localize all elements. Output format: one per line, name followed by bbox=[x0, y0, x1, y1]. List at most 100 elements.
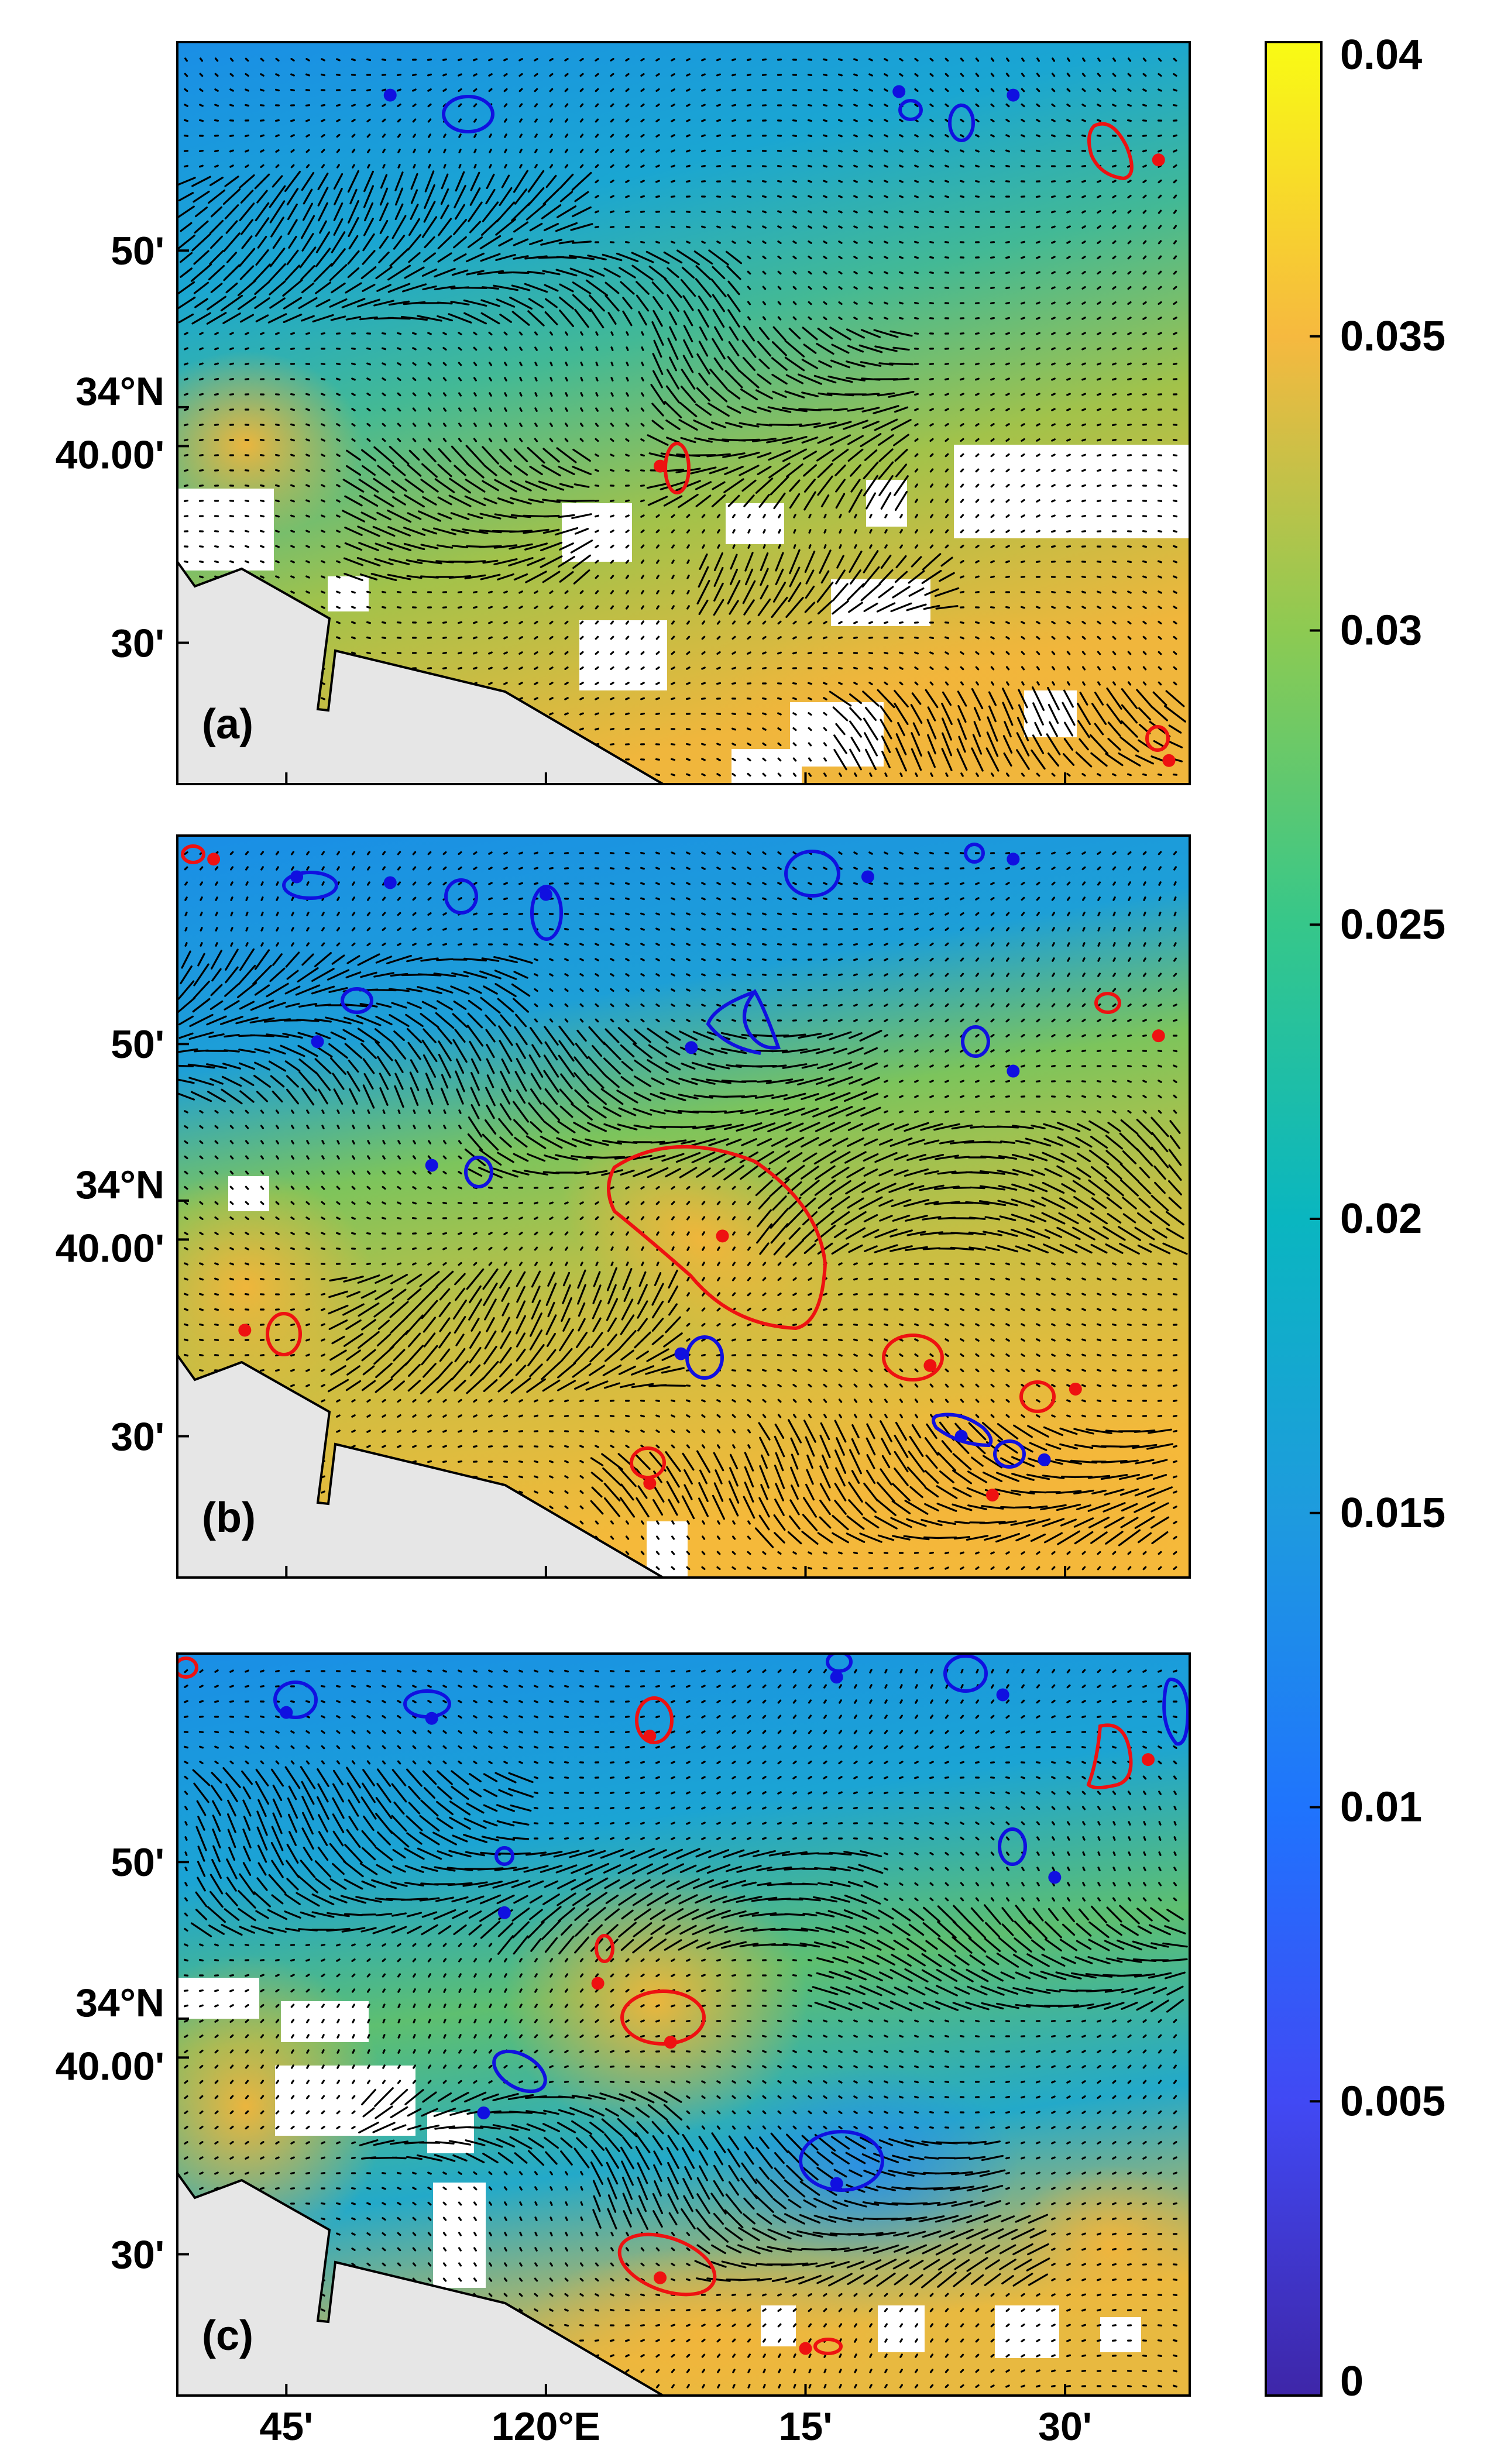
colorbar-tick-label: 0.035 bbox=[1340, 313, 1445, 360]
panel-b-eddy-anticyclonic-contour bbox=[607, 1145, 827, 1331]
longitude-tick-label: 30' bbox=[1038, 2404, 1092, 2449]
latitude-tick-label: 30' bbox=[111, 621, 164, 665]
current-vectors bbox=[177, 57, 1186, 777]
panel-a-cyclonic-eddy-center bbox=[1007, 88, 1020, 102]
panel-c-anticyclonic-eddy-center bbox=[799, 2342, 812, 2355]
latitude-tick-label: 40.00' bbox=[56, 432, 164, 477]
panel-b-cyclonic-eddy-center bbox=[674, 1347, 688, 1360]
panel-b-anticyclonic-eddy-center bbox=[716, 1229, 729, 1243]
panel-b-anticyclonic-eddy-center bbox=[1069, 1382, 1082, 1396]
longitude-tick-label: 45' bbox=[259, 2404, 313, 2449]
panel-c-eddy-cyclonic-contour bbox=[273, 1681, 318, 1719]
colorbar-tick-label: 0 bbox=[1340, 2358, 1364, 2405]
panel-b-anticyclonic-eddy-center bbox=[985, 1489, 999, 1502]
longitude-tick-label: 15' bbox=[779, 2404, 833, 2449]
latitude-tick-label: 34°N bbox=[75, 369, 164, 414]
current-vectors bbox=[183, 1669, 1188, 2389]
panel-b-data-gaps bbox=[228, 1176, 688, 1578]
colorbar-ticks: 0 0.005 0.01 0.015 0.02 0.025 0.03 0.035 0.04 bbox=[1310, 32, 1445, 2405]
panel-a-anticyclonic-eddy-center bbox=[1152, 153, 1165, 167]
latitude-tick-label: 50' bbox=[111, 1022, 164, 1067]
panel-b-eddy-cyclonic-contour bbox=[341, 987, 373, 1014]
panel-c-eddy-cyclonic-contour bbox=[494, 1846, 514, 1866]
panel-b-anticyclonic-eddy-center bbox=[643, 1476, 657, 1490]
latitude-tick-label: 34°N bbox=[75, 1981, 164, 2025]
panel-b-eddy-cyclonic-contour bbox=[993, 1439, 1026, 1469]
panel-b-anticyclonic-eddy-center bbox=[207, 853, 221, 866]
panel-a-data-gaps bbox=[177, 445, 1190, 784]
panel-b-eddy-cyclonic-contour bbox=[784, 850, 840, 898]
panel-c-cyclonic-eddy-center bbox=[280, 1706, 293, 1719]
panel-b-eddy-anticyclonic-contour bbox=[1094, 992, 1121, 1014]
latitude-tick-label: 40.00' bbox=[56, 1226, 164, 1270]
panel-b-eddy-cyclonic-contour bbox=[961, 1025, 990, 1058]
panel-c-eddy-anticyclonic-contour bbox=[1086, 1723, 1133, 1789]
panel-b-eddy-anticyclonic-contour bbox=[266, 1312, 302, 1356]
panel-a-eddy-cyclonic-contour bbox=[898, 99, 923, 121]
panel-b-eddy-contours bbox=[181, 843, 1121, 1479]
panel-b-eddy-anticyclonic-contour bbox=[882, 1334, 944, 1382]
panel-a-eddy-anticyclonic-contour bbox=[1145, 725, 1170, 752]
panel-c-cyclonic-eddy-center bbox=[830, 1671, 843, 1684]
panel-c-cyclonic-eddy-center bbox=[1048, 1871, 1062, 1884]
panel-c-eddy-cyclonic-contour bbox=[943, 1654, 988, 1693]
colorbar-tick-label: 0.015 bbox=[1340, 1490, 1445, 1537]
panel-b-eddy-cyclonic-contour bbox=[685, 1335, 724, 1380]
panel-b-cyclonic-eddy-center bbox=[861, 870, 874, 884]
panel-c-warm-patch-south bbox=[515, 2247, 889, 2396]
latitude-tick-label: 34°N bbox=[75, 1163, 164, 1207]
panel-c-anticyclonic-eddy-center bbox=[591, 1977, 605, 1990]
panel-c-eddy-cyclonic-contour bbox=[1162, 1677, 1190, 1746]
panel-b-cyclonic-eddy-center bbox=[383, 876, 397, 889]
colorbar-tick-label: 0.025 bbox=[1340, 901, 1445, 948]
panel-b-anticyclonic-eddy-center bbox=[1152, 1029, 1165, 1043]
panel-b-eddy-cyclonic-contour bbox=[282, 871, 338, 900]
panel-b-cyclonic-eddy-center bbox=[954, 1429, 968, 1443]
colorbar-tick-label: 0.04 bbox=[1340, 32, 1422, 78]
panel-a-anticyclonic-eddy-center bbox=[1162, 754, 1176, 767]
panel-b: 30' 40.00' 34°N 50' (b) bbox=[56, 834, 1191, 1579]
panel-b-frame bbox=[176, 834, 1191, 1579]
colorbar-tick-label: 0.02 bbox=[1340, 1195, 1422, 1242]
panel-a-eddy-cyclonic-contour bbox=[948, 104, 975, 142]
panel-c-vector-field bbox=[183, 1669, 1188, 2389]
longitude-tick-labels: 45' 120°E 15' 30' bbox=[259, 2404, 1092, 2449]
panel-c-eddy-anticyclonic-contour bbox=[595, 1934, 614, 1963]
panel-b-cyclonic-eddy-center bbox=[311, 1035, 324, 1049]
panel-b-warm-patch bbox=[561, 1135, 843, 1346]
panel-c-cool-patch bbox=[714, 2066, 1018, 2264]
current-vectors bbox=[177, 851, 1188, 1571]
panel-b-eddy-anticyclonic-contour bbox=[181, 844, 205, 864]
panel-c-cyclonic-eddy-center bbox=[497, 1906, 511, 1919]
panel-c-warm-patch bbox=[503, 1867, 808, 2136]
panel-b-label: (b) bbox=[202, 1494, 256, 1541]
panel-b-vector-field bbox=[177, 851, 1188, 1571]
panel-c-eddy-cyclonic-contour bbox=[492, 2049, 547, 2094]
panel-b-cyclonic-eddy-center bbox=[425, 1159, 438, 1172]
panel-c-eddy-anticyclonic-contour bbox=[177, 1657, 198, 1679]
panel-a: 30' 40.00' 34°N 50' (a) bbox=[56, 41, 1191, 785]
panel-b-cyclonic-eddy-center bbox=[1007, 853, 1020, 866]
panel-c-cyclonic-eddy-center bbox=[477, 2106, 490, 2119]
latitude-tick-label: 30' bbox=[111, 1414, 164, 1459]
colorbar-tick-label: 0.005 bbox=[1340, 2078, 1445, 2125]
panel-b-warm-patch-west bbox=[177, 1170, 375, 1404]
panel-c-cyclonic-eddy-center bbox=[425, 1712, 438, 1725]
panel-c-eddy-cyclonic-contour bbox=[826, 1654, 853, 1673]
latitude-tick-label: 40.00' bbox=[56, 2044, 164, 2088]
panel-b-warm-patch-south bbox=[772, 1393, 1190, 1578]
panel-b-eddy-cyclonic-contour bbox=[464, 1156, 493, 1188]
panel-a-frame bbox=[176, 41, 1191, 785]
panel-c-warm-patch-east bbox=[1007, 2165, 1190, 2329]
panel-b-cyclonic-eddy-center bbox=[290, 870, 304, 884]
panel-b-eddy-anticyclonic-contour bbox=[1019, 1380, 1056, 1413]
panel-c-eddy-cyclonic-contour bbox=[998, 1827, 1027, 1866]
panel-c-anticyclonic-eddy-center bbox=[643, 1729, 657, 1743]
latitude-tick-label: 50' bbox=[111, 1840, 164, 1885]
latitude-tick-label: 50' bbox=[111, 229, 164, 273]
longitude-tick-label: 120°E bbox=[492, 2404, 600, 2449]
panel-c-eddy-anticyclonic-contour bbox=[620, 1989, 706, 2046]
panel-c-label: (c) bbox=[202, 2312, 253, 2359]
panel-c-eddy-contours bbox=[177, 1654, 1190, 2355]
